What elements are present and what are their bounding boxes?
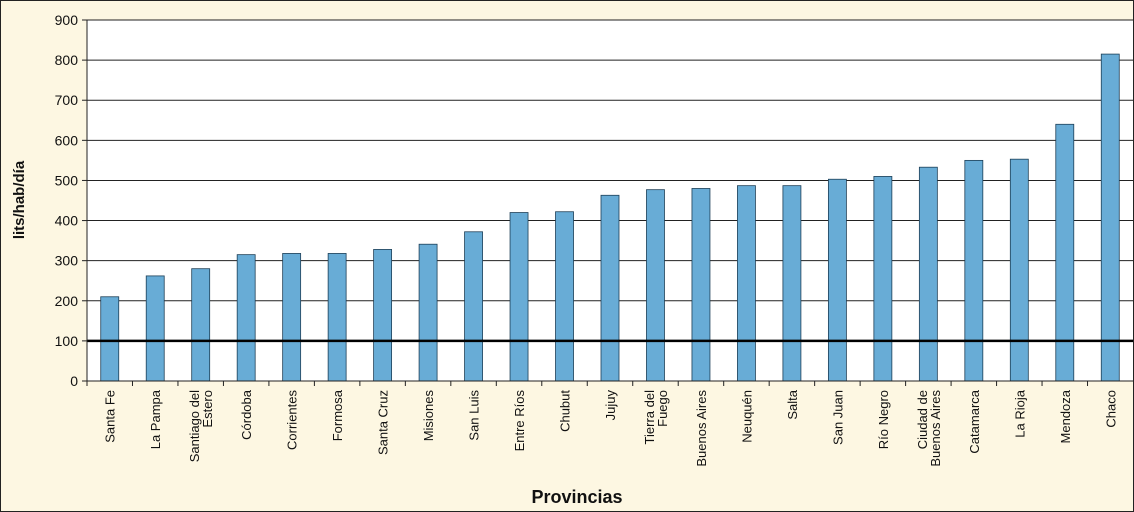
bar — [327, 253, 347, 382]
bar — [1009, 158, 1029, 382]
y-tick-label: 700 — [55, 92, 79, 108]
x-tick-label: Santa Fe — [103, 390, 118, 443]
x-tick-label: Formosa — [330, 389, 345, 441]
x-tick-label: Río Negro — [876, 390, 891, 449]
x-tick-label: Jujuy — [603, 390, 618, 421]
y-tick-label: 400 — [55, 213, 79, 229]
x-tick-label: Santa Cruz — [376, 390, 391, 455]
bar — [782, 185, 802, 382]
y-tick-label: 800 — [55, 52, 79, 68]
y-tick-label: 500 — [55, 172, 79, 188]
bar — [737, 185, 756, 382]
x-tick-label: Ciudad deBuenos Aires — [915, 390, 943, 467]
x-tick-label: Santiago delEstero — [187, 390, 215, 462]
bar — [100, 296, 120, 382]
bar — [646, 189, 665, 382]
bar — [464, 231, 483, 382]
bar — [918, 166, 938, 382]
bar — [282, 253, 302, 382]
bar — [418, 243, 438, 382]
x-tick-label: Catamarca — [967, 389, 982, 453]
y-tick-label: 300 — [55, 253, 79, 269]
x-tick-label: Chubut — [558, 390, 573, 432]
bar — [555, 211, 574, 382]
y-tick-label: 600 — [55, 132, 79, 148]
y-axis-label: lits/hab/día — [11, 160, 28, 239]
y-tick-label: 0 — [70, 373, 78, 389]
x-tick-label: Salta — [785, 389, 800, 419]
y-tick-label: 100 — [55, 333, 79, 349]
x-tick-label: Misiones — [421, 390, 436, 442]
x-tick-label: Chaco — [1103, 390, 1118, 428]
bar — [236, 254, 256, 382]
x-tick-label: Mendoza — [1058, 389, 1073, 443]
x-tick-label: Córdoba — [239, 389, 254, 440]
x-tick-label: Neuquén — [739, 390, 754, 443]
x-tick-label: Corrientes — [285, 390, 300, 450]
bar — [1055, 123, 1075, 382]
x-tick-label: San Juan — [830, 390, 845, 445]
bar — [1100, 53, 1120, 382]
bar — [873, 176, 893, 382]
x-tick-label: Tierra delFuego — [642, 390, 670, 445]
x-tick-label: Entre Ríos — [512, 390, 527, 452]
bar — [964, 159, 984, 382]
bar — [600, 194, 620, 382]
x-tick-label: La Rioja — [1012, 389, 1027, 437]
bar — [145, 275, 165, 382]
y-tick-label: 900 — [55, 12, 79, 28]
x-tick-label: San Luis — [467, 390, 482, 441]
y-tick-label: 200 — [55, 293, 79, 309]
x-axis-label: Provincias — [531, 487, 622, 507]
x-tick-label: La Pampa — [148, 389, 163, 449]
bar — [691, 188, 711, 382]
bar — [509, 212, 529, 382]
bar — [373, 249, 393, 382]
x-tick-label: Buenos Aires — [694, 390, 709, 467]
bar — [827, 178, 847, 382]
bar — [191, 268, 211, 382]
